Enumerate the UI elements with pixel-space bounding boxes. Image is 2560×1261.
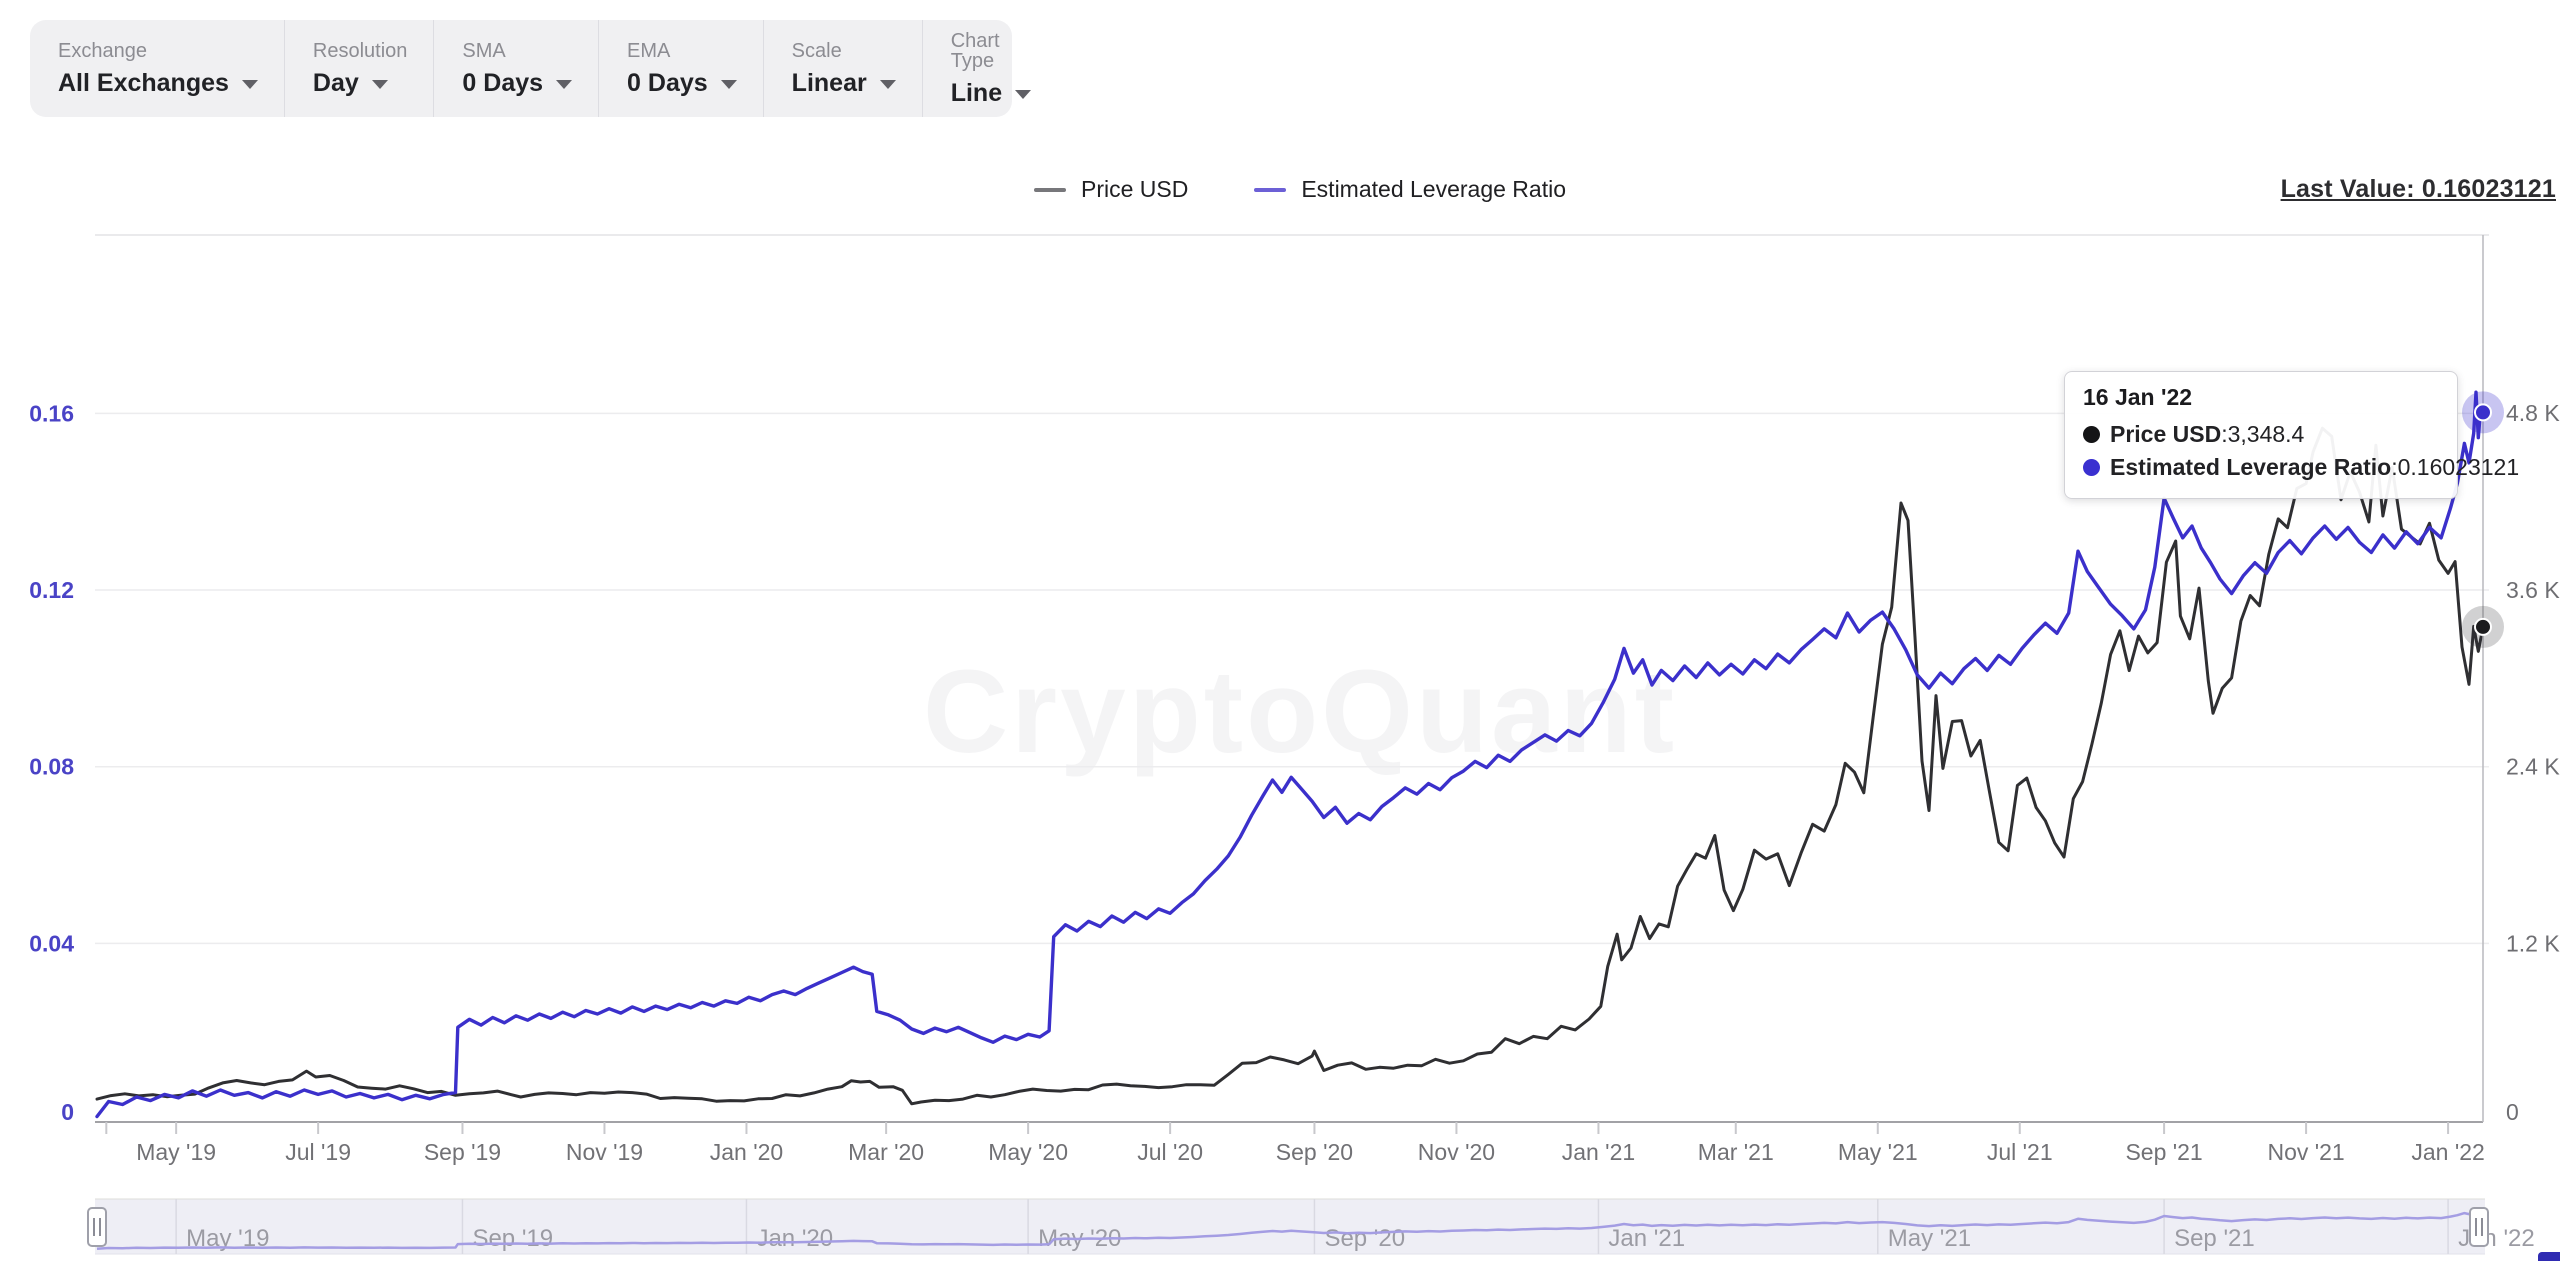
legend-item-price-usd[interactable]: Price USD	[1033, 176, 1189, 203]
dropdown-label: Chart Type	[950, 30, 1000, 72]
y-axis-left-label: 0.16	[29, 400, 74, 426]
tooltip-price-value: 3,348.4	[2227, 421, 2305, 447]
dropdown-label: EMA	[627, 40, 671, 62]
dropdown-value: 0 Days	[627, 69, 708, 97]
navigator-handle-right[interactable]	[2469, 1207, 2489, 1247]
navigator-label: Sep '20	[1324, 1225, 1405, 1252]
dropdown-value: 0 Days	[462, 69, 544, 97]
chevron-down-icon	[371, 80, 388, 89]
navigator-handle-left[interactable]	[87, 1207, 107, 1247]
chevron-down-icon	[720, 80, 737, 89]
x-axis-label: Jul '20	[1137, 1139, 1203, 1165]
price-dot-icon	[2083, 426, 2100, 443]
navigator-mini-line	[96, 1209, 2484, 1251]
x-axis-label: Jan '22	[2411, 1139, 2484, 1165]
legend: Price USD Estimated Leverage Ratio	[20, 176, 2560, 203]
price-usd-line	[95, 426, 2485, 1106]
y-axis-right-label: 0	[2506, 1099, 2519, 1125]
y-axis-right-label: 3.6 K	[2506, 577, 2560, 603]
y-axis-right-label: 4.8 K	[2506, 400, 2560, 426]
watermark: CryptoQuant	[923, 646, 1677, 778]
x-axis-label: Nov '20	[1418, 1139, 1495, 1165]
x-axis-label: Jan '20	[710, 1139, 783, 1165]
legend-label: Estimated Leverage Ratio	[1301, 176, 1566, 202]
leverage-ratio-line	[95, 390, 2485, 1119]
tooltip-leverage-value: 0.16023121	[2397, 454, 2520, 480]
dropdown-label: Exchange	[58, 40, 147, 62]
cutoff-corner-widget	[2538, 1252, 2560, 1261]
x-axis-label: Sep '21	[2125, 1139, 2202, 1165]
navigator-label: Sep '19	[472, 1225, 553, 1252]
tooltip-date: 16 Jan '22	[2083, 384, 2193, 410]
legend-label: Price USD	[1080, 176, 1189, 202]
chevron-down-icon	[879, 80, 896, 89]
price-series-swatch-icon	[1033, 187, 1066, 192]
navigator-label: Jan '20	[756, 1225, 833, 1252]
x-axis-label: Mar '21	[1698, 1139, 1774, 1165]
chevron-down-icon	[1015, 90, 1032, 99]
y-axis-left-label: 0	[61, 1099, 74, 1125]
chevron-down-icon	[241, 80, 258, 89]
y-axis-left-label: 0.08	[29, 754, 74, 780]
dropdown-resolution[interactable]: Resolution Day	[283, 20, 434, 117]
chevron-down-icon	[556, 80, 573, 89]
x-axis-label: Jul '19	[285, 1139, 351, 1165]
navigator-label: May '21	[1888, 1225, 1971, 1252]
dropdown-value: All Exchanges	[58, 69, 229, 97]
dropdown-sma[interactable]: SMA 0 Days	[433, 20, 598, 117]
x-axis-label: May '21	[1838, 1139, 1918, 1165]
x-axis-label: Jan '21	[1562, 1139, 1635, 1165]
hover-tooltip: 16 Jan '22 Price USD: 3,348.4 Estimated …	[2064, 371, 2519, 499]
legend-item-estimated-leverage-ratio[interactable]: Estimated Leverage Ratio	[1254, 176, 1566, 203]
y-axis-right-label: 1.2 K	[2506, 930, 2560, 956]
dropdown-value: Day	[312, 69, 359, 97]
chart-settings-toolbar: Exchange All Exchanges Resolution Day SM…	[30, 20, 1032, 117]
leverage-last-point-marker	[2474, 403, 2492, 422]
tooltip-row-leverage: Estimated Leverage Ratio: 0.16023121	[2083, 451, 2519, 484]
x-axis-label: Mar '20	[848, 1139, 924, 1165]
dropdown-value: Linear	[791, 69, 867, 97]
y-axis-right-label: 2.4 K	[2506, 754, 2560, 780]
x-axis-label: Sep '19	[424, 1139, 501, 1165]
x-axis-label: May '20	[988, 1139, 1068, 1165]
x-axis-label: May '19	[136, 1139, 216, 1165]
dropdown-chart-type[interactable]: Chart Type Line	[921, 20, 1057, 117]
last-value-link[interactable]: Last Value: 0.16023121	[2280, 175, 2556, 203]
y-axis-left-label: 0.04	[29, 930, 74, 956]
dropdown-value: Line	[950, 79, 1003, 107]
dropdown-label: Resolution	[312, 40, 408, 62]
dropdown-ema[interactable]: EMA 0 Days	[598, 20, 763, 117]
leverage-dot-icon	[2083, 459, 2100, 476]
x-axis-label: Sep '20	[1276, 1139, 1353, 1165]
navigator-label: Sep '21	[2174, 1225, 2255, 1252]
navigator-label: Jan '21	[1608, 1225, 1685, 1252]
leverage-series-swatch-icon	[1254, 187, 1287, 192]
x-axis-label: Jul '21	[1987, 1139, 2053, 1165]
y-axis-left-label: 0.12	[29, 577, 74, 603]
dropdown-label: Scale	[791, 40, 842, 62]
x-axis-label: Nov '21	[2267, 1139, 2344, 1165]
price-last-point-marker	[2474, 617, 2492, 636]
dropdown-scale[interactable]: Scale Linear	[762, 20, 922, 117]
dropdown-exchange[interactable]: Exchange All Exchanges	[30, 20, 284, 117]
dropdown-label: SMA	[462, 40, 506, 62]
tooltip-row-price: Price USD: 3,348.4	[2083, 418, 2439, 451]
x-axis-label: Nov '19	[566, 1139, 643, 1165]
navigator-track[interactable]	[95, 1199, 2485, 1254]
